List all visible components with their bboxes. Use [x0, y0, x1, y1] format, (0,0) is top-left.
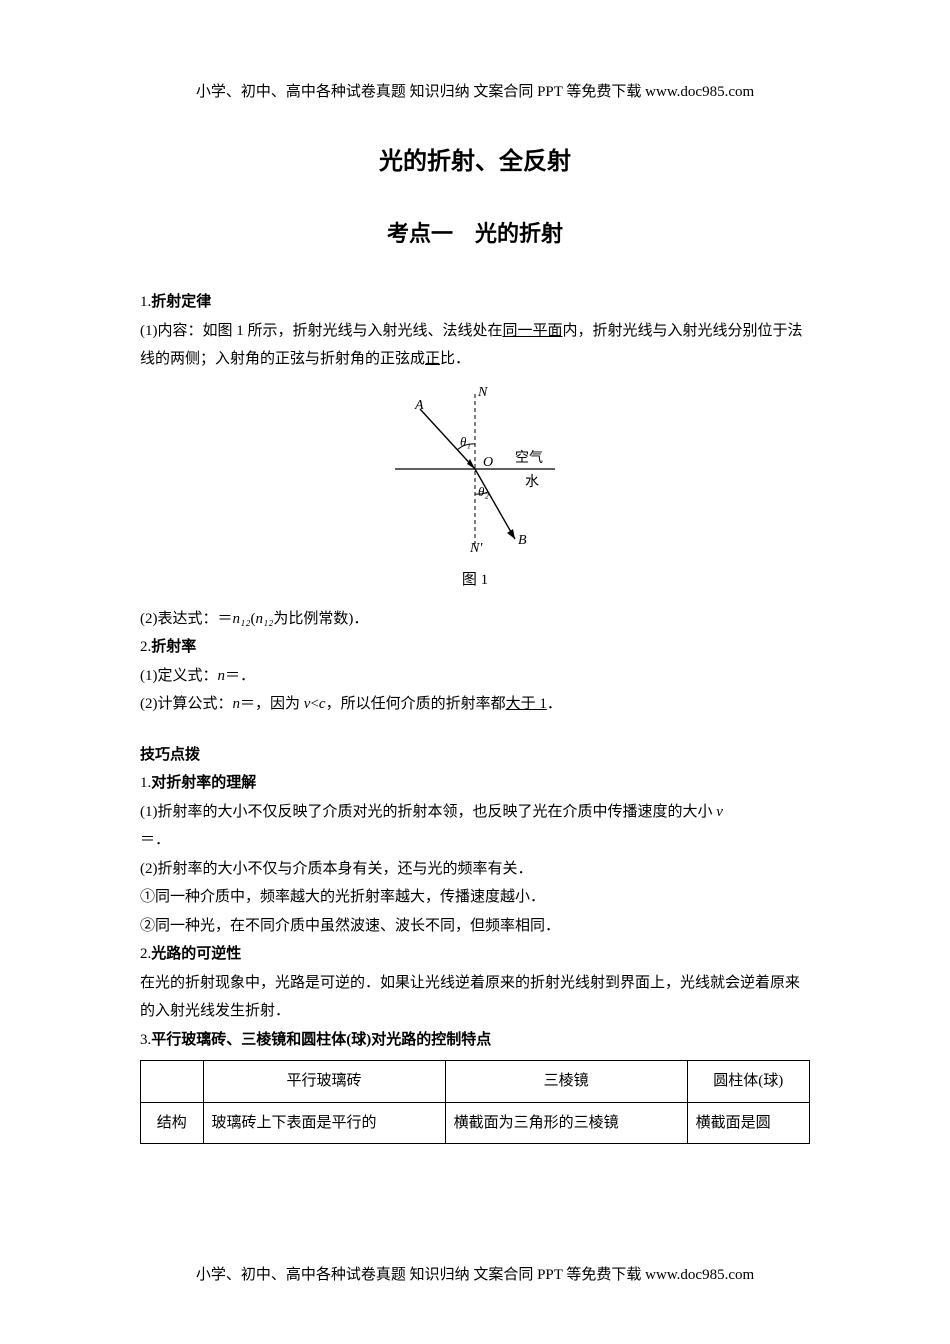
- item-num: 2.: [140, 946, 151, 962]
- underline-text: 正: [425, 351, 440, 367]
- var-n: n: [233, 696, 241, 712]
- text: (1)折射率的大小不仅反映了介质对光的折射本领，也反映了光在介质中传播速度的大小: [140, 804, 716, 820]
- table-cell: 平行玻璃砖: [203, 1061, 445, 1103]
- text: ②同一种光，在不同介质中虽然波速、波长不同，但频率相同．: [140, 918, 560, 934]
- item-num: 1.: [140, 294, 151, 310]
- tips-heading: 技巧点拨: [140, 747, 200, 763]
- page-header: 小学、初中、高中各种试卷真题 知识归纳 文案合同 PPT 等免费下载 www.d…: [140, 80, 810, 101]
- label-B: B: [518, 533, 527, 548]
- item-bold: 光路的可逆性: [151, 946, 241, 962]
- doc-title: 光的折射、全反射: [140, 141, 810, 176]
- text: 为比例常数)．: [273, 611, 368, 627]
- text: ①同一种介质中，频率越大的光折射率越大，传播速度越小．: [140, 889, 545, 905]
- text: 比．: [440, 351, 470, 367]
- item-bold: 平行玻璃砖、三棱镜和圆柱体(球)对光路的控制特点: [151, 1032, 491, 1048]
- text: (2)表达式：＝: [140, 611, 233, 627]
- label-theta1: θ₁: [460, 434, 471, 449]
- body-text: 1.折射定律 (1)内容：如图 1 所示，折射光线与入射光线、法线处在同一平面内…: [140, 288, 810, 1144]
- text: (1)定义式：: [140, 668, 218, 684]
- label-A: A: [414, 398, 424, 413]
- label-O: O: [483, 455, 493, 470]
- var-c: c: [319, 696, 326, 712]
- table-cell: [141, 1061, 204, 1103]
- table-cell: 三棱镜: [445, 1061, 687, 1103]
- table-cell: 横截面为三角形的三棱镜: [445, 1102, 687, 1144]
- text: ＝．: [225, 668, 255, 684]
- table-row: 平行玻璃砖 三棱镜 圆柱体(球): [141, 1061, 810, 1103]
- label-water: 水: [525, 474, 539, 490]
- item-bold: 折射定律: [151, 294, 211, 310]
- figure-caption: 图 1: [140, 566, 810, 595]
- table-cell: 横截面是圆: [687, 1102, 809, 1144]
- var-v: v: [716, 804, 723, 820]
- label-N: N: [477, 385, 488, 400]
- item-bold: 折射率: [151, 639, 196, 655]
- page-footer: 小学、初中、高中各种试卷真题 知识归纳 文案合同 PPT 等免费下载 www.d…: [0, 1263, 950, 1284]
- label-air: 空气: [515, 450, 543, 466]
- text: ＝．: [140, 832, 170, 848]
- item-num: 2.: [140, 639, 151, 655]
- var-n: n₁₂: [255, 611, 273, 627]
- control-table: 平行玻璃砖 三棱镜 圆柱体(球) 结构 玻璃砖上下表面是平行的 横截面为三角形的…: [140, 1060, 810, 1144]
- var-n: n₁₂: [233, 611, 251, 627]
- text: ，所以任何介质的折射率都: [326, 696, 506, 712]
- var-n: n: [218, 668, 226, 684]
- underline-text: 同一平面: [503, 323, 563, 339]
- text: <: [310, 696, 318, 712]
- table-row: 结构 玻璃砖上下表面是平行的 横截面为三角形的三棱镜 横截面是圆: [141, 1102, 810, 1144]
- text: 在光的折射现象中，光路是可逆的．如果让光线逆着原来的折射光线射到界面上，光线就会…: [140, 975, 800, 1020]
- refraction-diagram: A N O θ₁ θ₂ B N' 空气 水 图 1: [140, 384, 810, 595]
- item-num: 3.: [140, 1032, 151, 1048]
- text: ．: [547, 696, 562, 712]
- item-bold: 对折射率的理解: [151, 775, 256, 791]
- text: (2)计算公式：: [140, 696, 233, 712]
- label-theta2: θ₂: [478, 484, 489, 499]
- text: (1)内容：如图 1 所示，折射光线与入射光线、法线处在: [140, 323, 503, 339]
- underline-text: 大于 1: [506, 696, 547, 712]
- section-title: 考点一 光的折射: [140, 216, 810, 248]
- table-cell: 结构: [141, 1102, 204, 1144]
- text: (2)折射率的大小不仅与介质本身有关，还与光的频率有关．: [140, 861, 533, 877]
- table-cell: 玻璃砖上下表面是平行的: [203, 1102, 445, 1144]
- item-num: 1.: [140, 775, 151, 791]
- label-Nprime: N': [469, 541, 483, 554]
- table-cell: 圆柱体(球): [687, 1061, 809, 1103]
- text: ＝，因为: [240, 696, 304, 712]
